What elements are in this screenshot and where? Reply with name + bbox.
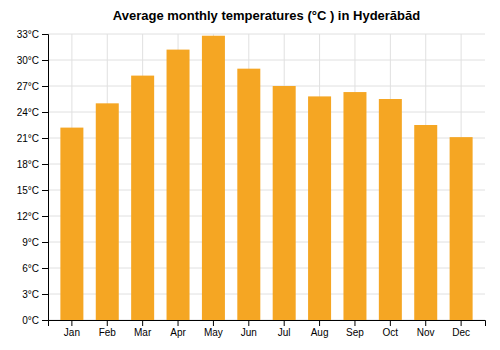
y-tick-label: 24°C — [17, 107, 39, 118]
y-tick-label: 27°C — [17, 81, 39, 92]
x-tick-mark — [142, 320, 143, 326]
bar — [414, 125, 437, 320]
y-tick-label: 12°C — [17, 211, 39, 222]
x-tick-label: Jul — [278, 327, 291, 338]
y-tick: 6°C — [22, 263, 48, 274]
y-tick: 0°C — [22, 315, 48, 326]
plot-area: Jan Feb Mar Apr May Jun Jul Aug Sep Oct Nov Dec 0°C 3… — [17, 29, 486, 338]
chart-container: Jan Feb Mar Apr May Jun Jul Aug Sep Oct Nov Dec 0°C 3… — [0, 0, 500, 350]
x-tick-label: May — [204, 327, 223, 338]
y-tick-mark — [42, 60, 48, 61]
y-tick: 24°C — [17, 107, 48, 118]
y-tick: 9°C — [22, 237, 48, 248]
x-tick-mark — [71, 320, 72, 326]
x-tick-mark — [284, 320, 285, 326]
bar — [450, 137, 473, 320]
y-tick-label: 21°C — [17, 133, 39, 144]
x-tick-label: Jan — [64, 327, 80, 338]
y-tick: 18°C — [17, 159, 48, 170]
y-tick: 21°C — [17, 133, 48, 144]
y-tick-mark — [42, 320, 48, 321]
x-tick-label: Jun — [241, 327, 257, 338]
bar — [273, 86, 296, 320]
x-tick-label: Oct — [383, 327, 399, 338]
x-tick-mark — [425, 320, 426, 326]
chart-svg: Jan Feb Mar Apr May Jun Jul Aug Sep Oct Nov Dec 0°C 3… — [0, 0, 500, 350]
x-tick: Jul — [278, 320, 291, 338]
y-tick-label: 6°C — [22, 263, 39, 274]
bar — [237, 69, 260, 320]
y-tick-mark — [42, 86, 48, 87]
x-tick: Mar — [134, 320, 152, 338]
y-tick: 15°C — [17, 185, 48, 196]
y-tick-label: 18°C — [17, 159, 39, 170]
bar — [308, 96, 331, 320]
grid-line-y — [48, 34, 485, 35]
y-tick-label: 15°C — [17, 185, 39, 196]
y-tick-label: 0°C — [22, 315, 39, 326]
bar — [131, 76, 154, 320]
x-tick-mark — [178, 320, 179, 326]
x-tick-label: Feb — [99, 327, 117, 338]
y-tick: 27°C — [17, 81, 48, 92]
x-tick-label: Apr — [170, 327, 186, 338]
y-tick-label: 33°C — [17, 29, 39, 40]
y-tick: 3°C — [22, 289, 48, 300]
y-tick: 30°C — [17, 55, 48, 66]
x-tick: Feb — [99, 320, 117, 338]
y-axis-line — [42, 35, 49, 321]
y-tick-mark — [42, 164, 48, 165]
y-tick: 12°C — [17, 211, 48, 222]
bar — [202, 36, 225, 320]
x-tick-label: Aug — [311, 327, 329, 338]
x-axis-line — [49, 321, 486, 327]
x-tick-label: Mar — [134, 327, 152, 338]
y-tick-mark — [42, 268, 48, 269]
x-tick: Sep — [346, 320, 364, 338]
bar — [96, 103, 119, 320]
y-tick-mark — [42, 216, 48, 217]
bar — [60, 128, 83, 320]
x-tick-mark — [354, 320, 355, 326]
y-tick: 33°C — [17, 29, 48, 40]
x-tick: Dec — [452, 320, 470, 338]
x-tick-label: Dec — [452, 327, 470, 338]
x-tick-mark — [390, 320, 391, 326]
bar — [167, 50, 190, 320]
y-tick-mark — [42, 294, 48, 295]
y-tick-mark — [42, 242, 48, 243]
x-tick: May — [204, 320, 223, 338]
title: Average monthly temperatures (°C ) in Hy… — [113, 8, 420, 23]
bar — [343, 92, 366, 320]
x-tick-label: Sep — [346, 327, 364, 338]
x-axis: Jan Feb Mar Apr May Jun Jul Aug Sep Oct Nov Dec — [49, 320, 486, 338]
x-tick: Jan — [64, 320, 80, 338]
x-tick-mark — [319, 320, 320, 326]
y-tick-mark — [42, 138, 48, 139]
grid-line-y — [48, 60, 485, 61]
y-tick-label: 9°C — [22, 237, 39, 248]
grid-line-y — [48, 86, 485, 87]
x-tick-mark — [213, 320, 214, 326]
y-axis: 0°C 3°C 6°C 9°C 12°C 15°C 18°C 21°C 24°C 27°C 30°C… — [17, 29, 49, 326]
bar — [379, 99, 402, 320]
x-tick: Jun — [241, 320, 257, 338]
y-tick-mark — [42, 112, 48, 113]
x-tick: Nov — [417, 320, 435, 338]
x-tick: Aug — [311, 320, 329, 338]
x-tick-mark — [107, 320, 108, 326]
grid — [48, 34, 485, 320]
x-tick-mark — [248, 320, 249, 326]
x-tick-label: Nov — [417, 327, 435, 338]
y-tick-mark — [42, 190, 48, 191]
bars — [60, 36, 472, 320]
y-tick-mark — [42, 34, 48, 35]
x-tick: Oct — [383, 320, 399, 338]
y-tick-label: 3°C — [22, 289, 39, 300]
y-tick-label: 30°C — [17, 55, 39, 66]
x-tick-mark — [461, 320, 462, 326]
x-tick: Apr — [170, 320, 186, 338]
